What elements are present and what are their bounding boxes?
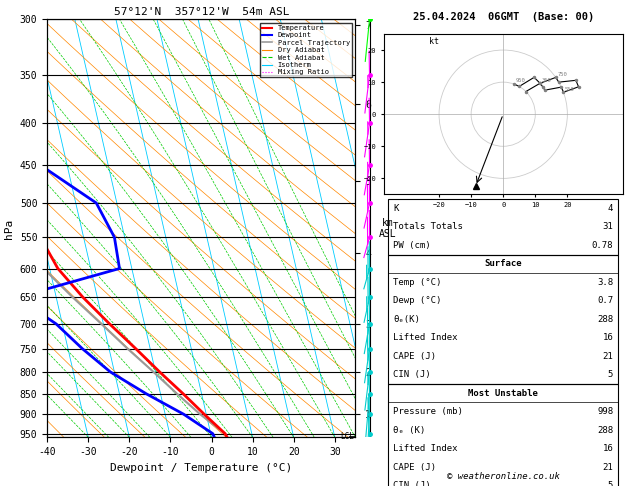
Text: 21: 21 [603, 463, 613, 471]
Text: θₑ(K): θₑ(K) [393, 315, 420, 324]
Text: Pressure (mb): Pressure (mb) [393, 407, 463, 416]
Text: LCL: LCL [340, 432, 354, 441]
Text: θₑ (K): θₑ (K) [393, 426, 425, 434]
X-axis label: Dewpoint / Temperature (°C): Dewpoint / Temperature (°C) [110, 463, 292, 473]
Text: 288: 288 [597, 426, 613, 434]
Text: Temp (°C): Temp (°C) [393, 278, 442, 287]
Text: 4: 4 [608, 204, 613, 213]
Bar [389, 255, 618, 384]
Text: Lifted Index: Lifted Index [393, 333, 458, 342]
Text: 3.8: 3.8 [597, 278, 613, 287]
Text: 998: 998 [597, 407, 613, 416]
Text: 25.04.2024  06GMT  (Base: 00): 25.04.2024 06GMT (Base: 00) [413, 12, 594, 22]
Text: 288: 288 [597, 315, 613, 324]
Text: 21: 21 [603, 352, 613, 361]
Text: Dewp (°C): Dewp (°C) [393, 296, 442, 305]
Title: 57°12'N  357°12'W  54m ASL: 57°12'N 357°12'W 54m ASL [113, 7, 289, 17]
Y-axis label: km
ASL: km ASL [379, 218, 396, 239]
Text: Totals Totals: Totals Totals [393, 223, 463, 231]
Text: Most Unstable: Most Unstable [468, 389, 538, 398]
Text: 0.78: 0.78 [592, 241, 613, 250]
Legend: Temperature, Dewpoint, Parcel Trajectory, Dry Adiabat, Wet Adiabat, Isotherm, Mi: Temperature, Dewpoint, Parcel Trajectory… [260, 23, 352, 77]
Text: 950: 950 [516, 78, 525, 84]
Y-axis label: hPa: hPa [4, 218, 14, 239]
Text: CAPE (J): CAPE (J) [393, 463, 437, 471]
Text: 550: 550 [565, 87, 575, 92]
Text: Surface: Surface [484, 260, 522, 268]
Text: CIN (J): CIN (J) [393, 481, 431, 486]
Text: 31: 31 [603, 223, 613, 231]
Text: 750: 750 [557, 72, 567, 77]
Text: © weatheronline.co.uk: © weatheronline.co.uk [447, 472, 560, 481]
Text: 5: 5 [608, 481, 613, 486]
Text: PW (cm): PW (cm) [393, 241, 431, 250]
Text: Lifted Index: Lifted Index [393, 444, 458, 453]
Bar [389, 384, 618, 486]
Text: CIN (J): CIN (J) [393, 370, 431, 379]
Text: CAPE (J): CAPE (J) [393, 352, 437, 361]
Text: kt: kt [430, 36, 440, 46]
Text: 5: 5 [608, 370, 613, 379]
Text: K: K [393, 204, 399, 213]
Text: 350: 350 [542, 78, 552, 83]
Text: 16: 16 [603, 333, 613, 342]
Text: 0.7: 0.7 [597, 296, 613, 305]
Bar [389, 199, 618, 255]
Text: 16: 16 [603, 444, 613, 453]
